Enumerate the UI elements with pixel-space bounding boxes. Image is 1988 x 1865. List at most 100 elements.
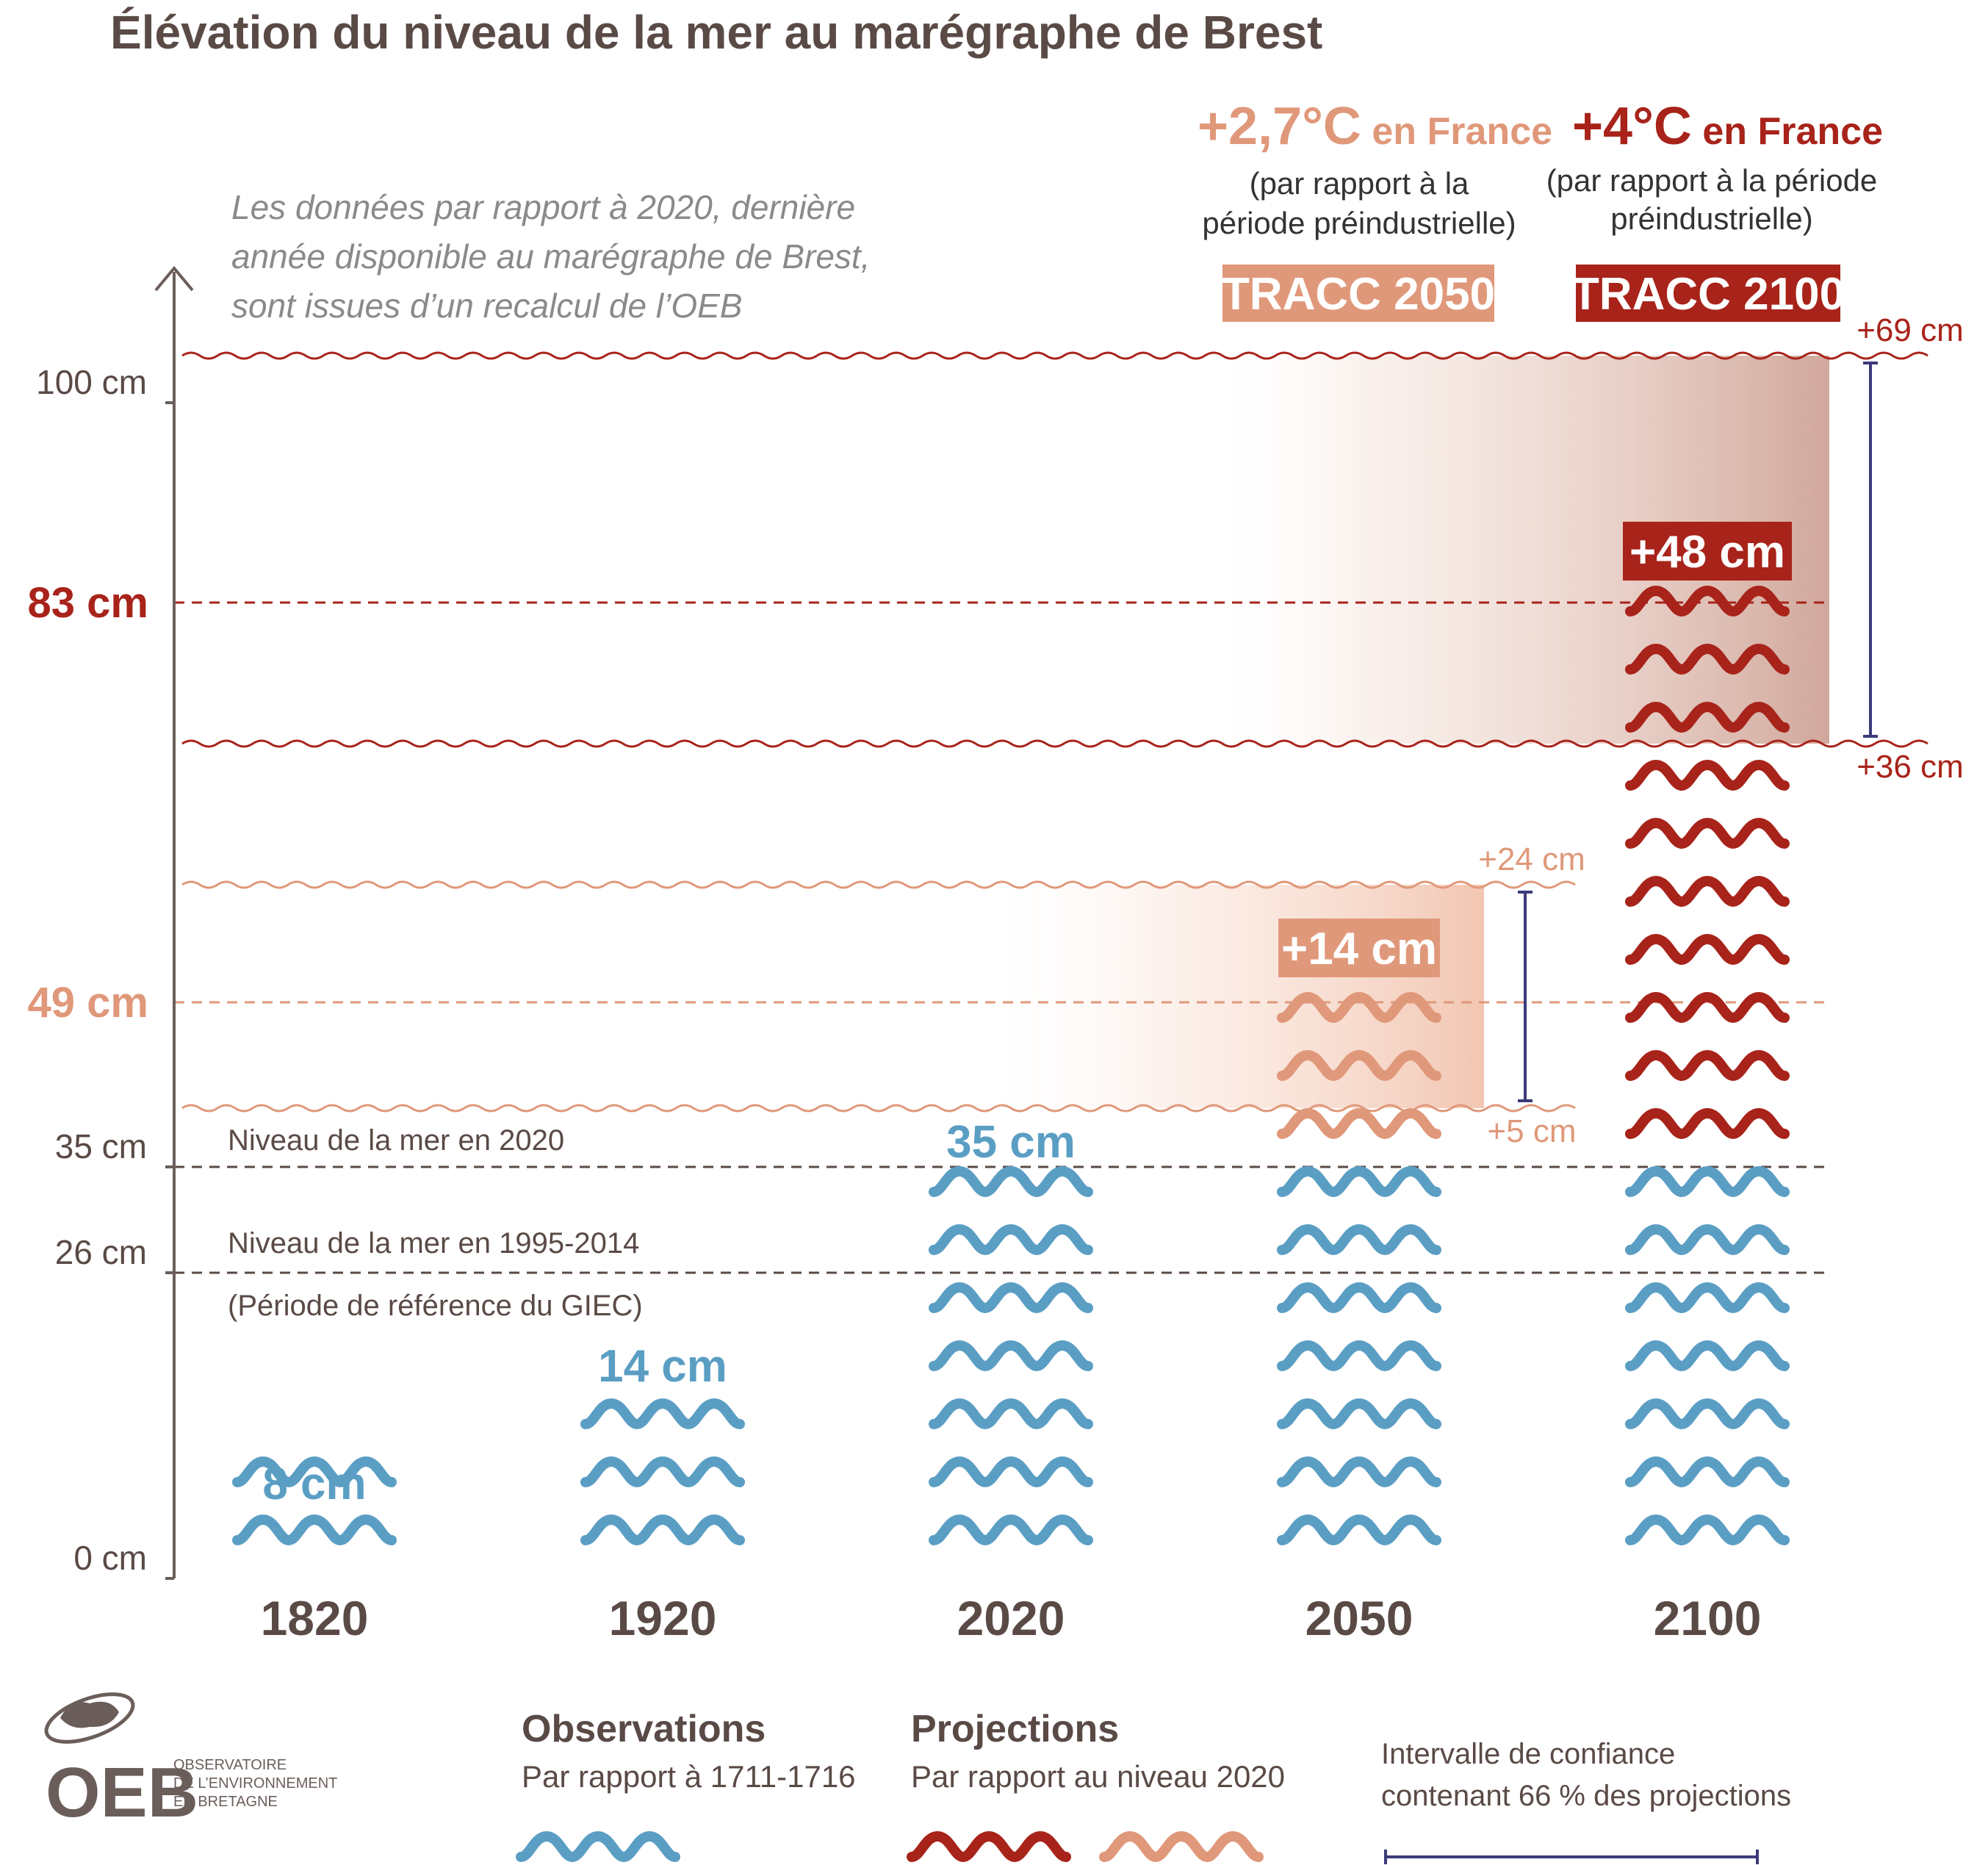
- wave-base-2100-4: [1625, 1282, 1790, 1314]
- value-label-2100: +48 cm: [1629, 527, 1785, 578]
- note-line-3: sont issues d’un recalcul de l’OEB: [231, 287, 742, 325]
- wave-base-2100-3: [1625, 1340, 1790, 1372]
- value-label-2050: +14 cm: [1281, 924, 1437, 974]
- legend-interval-symbol: [1384, 1850, 1759, 1864]
- wave-obs-1820-0: [232, 1514, 397, 1546]
- wave-base-2100-1: [1625, 1456, 1790, 1488]
- wave-proj-2100-0: [1625, 1107, 1790, 1140]
- ref-label-1995-2014: Niveau de la mer en 1995-2014: [228, 1227, 639, 1259]
- reference-labels: Niveau de la mer en 2020 Niveau de la me…: [228, 1124, 643, 1322]
- wave-obs-2020-3: [929, 1340, 1093, 1372]
- band-2050-lower-edge: [181, 1104, 1576, 1113]
- ref-label-2020: Niveau de la mer en 2020: [228, 1124, 564, 1157]
- scenario-2050-temp-value: +2,7°C: [1198, 97, 1361, 156]
- value-labels: 8 cm 14 cm 35 cm +14 cm +48 cm: [262, 522, 1792, 1509]
- band-2100-lower-edge: [181, 739, 1928, 748]
- scenario-2100-ref-1: (par rapport à la période: [1546, 163, 1878, 198]
- legend-projections-sub: Par rapport au niveau 2020: [911, 1759, 1285, 1794]
- scenario-2050-badge-label: TRACC 2050: [1222, 269, 1495, 320]
- chart-title: Élévation du niveau de la mer au marégra…: [110, 6, 1322, 59]
- legend-projections-title: Projections: [911, 1708, 1119, 1750]
- y-axis-arrow: [154, 265, 194, 292]
- interval-low-2100: +36 cm: [1856, 749, 1964, 785]
- oeb-name-2: DE L’ENVIRONNEMENT: [173, 1775, 337, 1792]
- legend-interval-line-1: Intervalle de confiance: [1381, 1738, 1675, 1770]
- scenario-2100-temp: +4°C en France: [1572, 97, 1883, 156]
- scenario-2050-temp: +2,7°C en France: [1198, 97, 1552, 156]
- confidence-intervals: +24 cm +5 cm +69 cm +36 cm: [1478, 312, 1964, 1149]
- interval-high-2100: +69 cm: [1856, 312, 1964, 348]
- wave-proj-2100-5: [1625, 817, 1790, 849]
- oeb-name-1: OBSERVATOIRE: [173, 1757, 287, 1773]
- tick-label-35: 35 cm: [55, 1127, 147, 1165]
- wave-base-2050-3: [1277, 1340, 1441, 1372]
- wave-base-2100-5: [1625, 1223, 1790, 1256]
- x-axis-labels: 1820 1920 2020 2050 2100: [261, 1591, 1762, 1645]
- wave-obs-1920-1: [580, 1456, 745, 1488]
- wave-obs-2020-1: [929, 1456, 1093, 1488]
- legend-waves: [516, 1830, 1264, 1863]
- wave-proj-2100-4: [1625, 875, 1790, 908]
- wave-proj-2050-0: [1277, 1107, 1441, 1140]
- interval-high-2050: +24 cm: [1478, 841, 1585, 877]
- wave-stacks: [232, 527, 1790, 1546]
- wave-base-2050-1: [1277, 1456, 1441, 1488]
- wave-obs-1920-0: [580, 1514, 745, 1546]
- oeb-logo-orbit: [44, 1692, 135, 1744]
- band-2050-upper-edge: [181, 880, 1576, 889]
- wave-obs-1820-1: [232, 1456, 397, 1488]
- legend-wave-projection-2100: [907, 1830, 1071, 1863]
- value-badge-2100: [1623, 522, 1792, 581]
- x-label-2050: 2050: [1305, 1591, 1413, 1645]
- wave-obs-2020-2: [929, 1398, 1093, 1430]
- wave-obs-1920-2: [580, 1398, 745, 1430]
- legend-wave-observations: [516, 1830, 680, 1863]
- wave-obs-2020-0: [929, 1514, 1093, 1546]
- band-2100-upper-edge: [181, 351, 1928, 360]
- wave-base-2100-2: [1625, 1398, 1790, 1430]
- x-label-1920: 1920: [609, 1591, 717, 1645]
- y-axis: [154, 265, 194, 1578]
- wave-proj-2100-6: [1625, 759, 1790, 791]
- scenario-2050-badge: [1222, 265, 1494, 322]
- wave-base-2050-0: [1277, 1514, 1441, 1546]
- scenario-2100-ref-2: préindustrielle): [1610, 201, 1812, 236]
- reference-lines: [174, 601, 1829, 1274]
- y-ticks: 0 cm 26 cm 35 cm 49 cm 83 cm 100 cm: [28, 363, 174, 1580]
- x-label-1820: 1820: [261, 1591, 369, 1645]
- wave-proj-2100-8: [1625, 643, 1790, 675]
- wave-base-2050-4: [1277, 1282, 1441, 1314]
- wave-proj-2100-7: [1625, 701, 1790, 733]
- wave-proj-2100-3: [1625, 933, 1790, 966]
- legend-interval-line-2: contenant 66 % des projections: [1381, 1780, 1791, 1812]
- scenario-2100-badge-label: TRACC 2100: [1571, 269, 1845, 320]
- scenario-2100-temp-suffix: en France: [1692, 110, 1883, 153]
- wave-proj-2100-1: [1625, 1049, 1790, 1082]
- tick-label-49: 49 cm: [28, 979, 148, 1027]
- wave-obs-2020-5: [929, 1223, 1093, 1256]
- tick-label-26: 26 cm: [55, 1233, 147, 1271]
- oeb-logo: OEB OBSERVATOIRE DE L’ENVIRONNEMENT EN B…: [44, 1692, 337, 1832]
- legend-observations-title: Observations: [522, 1708, 766, 1750]
- legend: OEB OBSERVATOIRE DE L’ENVIRONNEMENT EN B…: [44, 1692, 1791, 1864]
- x-label-2100: 2100: [1654, 1591, 1762, 1645]
- wave-base-2050-5: [1277, 1223, 1441, 1256]
- legend-observations-sub: Par rapport à 1711-1716: [522, 1759, 856, 1794]
- scenario-2050-ref-1: (par rapport à la: [1250, 166, 1469, 201]
- wave-base-2100-0: [1625, 1514, 1790, 1546]
- value-label-1920: 14 cm: [598, 1341, 727, 1392]
- value-label-2020: 35 cm: [946, 1117, 1076, 1168]
- oeb-logo-text: OEB: [46, 1753, 198, 1832]
- scenario-2100-temp-value: +4°C: [1572, 97, 1692, 156]
- scenario-2050-temp-suffix: en France: [1361, 110, 1552, 153]
- tick-label-0: 0 cm: [73, 1539, 147, 1577]
- wave-base-2050-2: [1277, 1398, 1441, 1430]
- oeb-logo-map: [60, 1701, 119, 1728]
- wave-proj-2050-1: [1277, 1049, 1441, 1082]
- wave-obs-2020-6: [929, 1165, 1093, 1198]
- wave-proj-2100-9: [1625, 585, 1790, 617]
- wave-obs-2020-4: [929, 1282, 1093, 1314]
- x-label-2020: 2020: [957, 1591, 1065, 1645]
